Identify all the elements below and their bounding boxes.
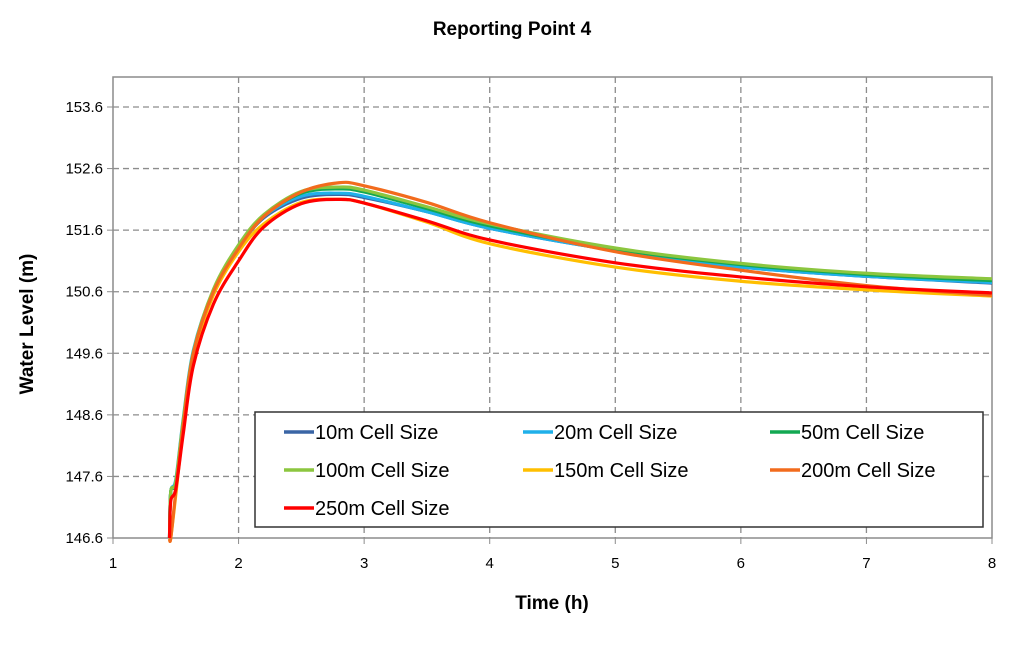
x-tick-label: 5 xyxy=(611,555,619,572)
series-lines xyxy=(167,180,993,543)
y-tick-label: 148.6 xyxy=(65,407,103,424)
y-tick-label: 153.6 xyxy=(65,99,103,116)
x-tick-label: 6 xyxy=(737,555,745,572)
y-tick-label: 152.6 xyxy=(65,161,103,178)
x-tick-label: 4 xyxy=(486,555,494,572)
legend-label: 50m Cell Size xyxy=(801,422,924,444)
y-tick-label: 150.6 xyxy=(65,284,103,301)
y-tick-label: 151.6 xyxy=(65,222,103,239)
y-axis-label: Water Level (m) xyxy=(17,254,38,395)
x-tick-label: 2 xyxy=(234,555,242,572)
legend-label: 200m Cell Size xyxy=(801,460,936,482)
plot-area xyxy=(112,76,993,539)
x-tick-label: 7 xyxy=(862,555,870,572)
legend-label: 150m Cell Size xyxy=(554,460,689,482)
chart-title: Reporting Point 4 xyxy=(433,19,592,40)
y-tick-label: 147.6 xyxy=(65,468,103,485)
y-tick-label: 146.6 xyxy=(65,530,103,547)
y-tick-label: 149.6 xyxy=(65,345,103,362)
y-axis: 146.6 147.6 148.6 149.6 150.6 151.6 152.6 153.6 xyxy=(65,99,113,547)
x-axis-label: Time (h) xyxy=(515,593,589,614)
legend: 10m Cell Size 20m Cell Size 50m Cell Size 1… xyxy=(254,411,984,528)
legend-label: 250m Cell Size xyxy=(315,498,450,520)
legend-label: 100m Cell Size xyxy=(315,460,450,482)
legend-label: 10m Cell Size xyxy=(315,422,438,444)
x-tick-label: 1 xyxy=(109,555,117,572)
x-tick-label: 8 xyxy=(988,555,996,572)
legend-box xyxy=(254,411,984,528)
x-axis: 1 2 3 4 5 6 7 8 xyxy=(109,538,996,572)
series-line-250m xyxy=(167,197,993,539)
legend-label: 20m Cell Size xyxy=(554,422,677,444)
x-tick-label: 3 xyxy=(360,555,368,572)
